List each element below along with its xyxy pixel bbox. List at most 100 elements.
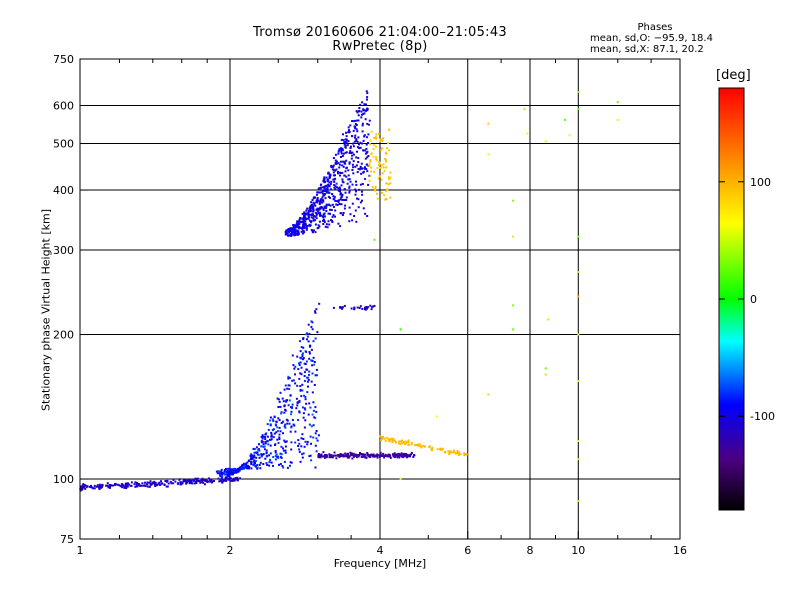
echo-point <box>316 198 319 201</box>
echo-point <box>307 214 310 217</box>
echo-point <box>82 483 85 486</box>
echo-point <box>350 145 352 148</box>
echo-point <box>332 198 335 201</box>
echo-point <box>258 443 260 446</box>
echo-point <box>252 460 255 463</box>
echo-point <box>449 450 452 453</box>
echo-point <box>332 306 335 309</box>
echo-point <box>276 426 279 429</box>
echo-point <box>340 149 343 151</box>
echo-point <box>391 441 394 444</box>
echo-point <box>372 453 375 456</box>
echo-point <box>365 163 368 166</box>
echo-point <box>330 454 333 457</box>
echo-point <box>345 175 348 178</box>
echo-point <box>150 483 153 486</box>
echo-point <box>315 217 318 220</box>
echo-point <box>340 184 343 187</box>
echo-point <box>118 484 121 487</box>
echo-point <box>231 471 233 474</box>
echo-point <box>362 207 365 210</box>
echo-point <box>246 461 249 464</box>
echo-point <box>367 155 370 157</box>
echo-point <box>321 199 324 202</box>
echo-point <box>365 143 368 146</box>
echo-point <box>291 354 294 357</box>
echo-point <box>334 169 337 172</box>
echo-point <box>304 419 307 422</box>
echo-point <box>213 480 215 482</box>
echo-point <box>335 182 338 185</box>
echo-point <box>456 450 459 453</box>
echo-point <box>324 456 326 459</box>
echo-point <box>266 463 269 466</box>
echo-point <box>310 359 313 362</box>
echo-point <box>326 180 329 183</box>
echo-point <box>339 192 342 195</box>
echo-point <box>331 215 334 218</box>
echo-point <box>332 195 335 198</box>
echo-point <box>365 168 368 170</box>
echo-point <box>140 484 143 487</box>
echo-point <box>371 455 374 458</box>
echo-point <box>364 149 367 152</box>
echo-point <box>364 152 367 155</box>
echo-point <box>316 193 318 196</box>
echo-point <box>366 122 369 125</box>
echo-point <box>373 304 376 307</box>
echo-point <box>308 209 311 212</box>
echo-point <box>324 180 327 183</box>
echo-point <box>318 220 321 223</box>
echo-point <box>218 472 221 475</box>
echo-point <box>329 188 332 191</box>
echo-point <box>512 328 515 331</box>
echo-point <box>331 193 334 195</box>
echo-point <box>305 350 308 353</box>
echo-point <box>209 478 212 481</box>
echo-point <box>317 434 320 437</box>
echo-point <box>465 453 468 456</box>
echo-point <box>256 452 258 454</box>
echo-point <box>378 164 380 167</box>
echo-point <box>388 178 391 181</box>
echo-point <box>163 484 166 486</box>
echo-point <box>363 112 366 115</box>
echo-point <box>340 172 342 174</box>
y-tick-label: 200 <box>53 329 74 342</box>
x-axis-label: Frequency [MHz] <box>333 557 427 570</box>
echo-point <box>413 444 416 447</box>
echo-point <box>361 130 364 133</box>
echo-point <box>233 477 236 480</box>
echo-point <box>338 203 341 205</box>
echo-point <box>126 485 129 488</box>
echo-point <box>379 166 382 169</box>
echo-point <box>328 454 331 457</box>
echo-point <box>270 461 273 464</box>
echo-point <box>283 460 286 463</box>
echo-point <box>305 226 308 228</box>
echo-point <box>289 227 292 230</box>
echo-point <box>309 204 312 207</box>
echo-point <box>135 483 138 486</box>
echo-point <box>235 471 238 474</box>
echo-point <box>343 199 346 201</box>
echo-point <box>79 489 82 492</box>
echo-point <box>335 457 338 460</box>
echo-point <box>311 391 314 394</box>
echo-point <box>329 212 331 215</box>
echo-point <box>367 183 370 186</box>
echo-point <box>130 481 133 484</box>
echo-point <box>277 457 280 460</box>
echo-point <box>301 453 304 456</box>
echo-point <box>260 445 263 448</box>
echo-point <box>329 208 331 211</box>
echo-point <box>282 447 284 450</box>
echo-point <box>92 487 95 490</box>
echo-point <box>389 456 392 459</box>
echo-point <box>352 120 355 123</box>
echo-point <box>354 134 357 137</box>
echo-point <box>395 441 398 444</box>
echo-point <box>408 454 410 457</box>
echo-point <box>366 109 369 112</box>
echo-point <box>123 486 126 489</box>
